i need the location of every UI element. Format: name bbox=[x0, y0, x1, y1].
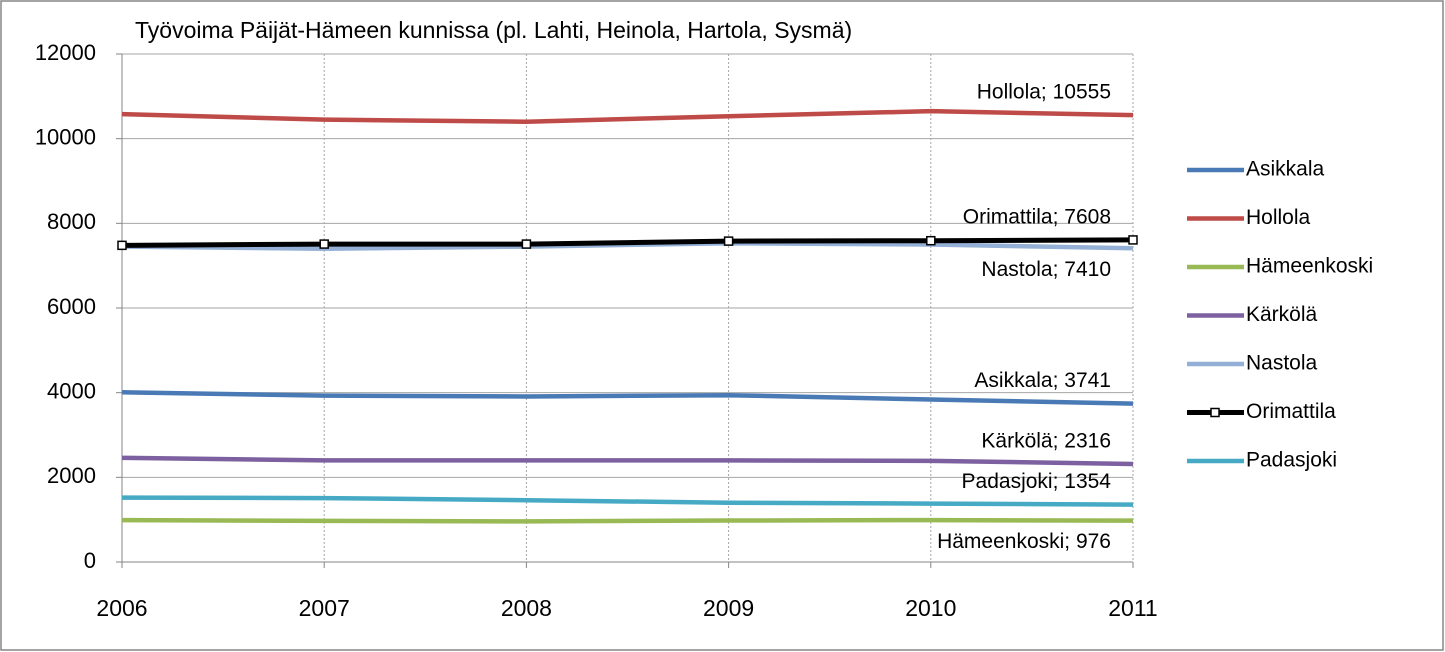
data-label: Nastola; 7410 bbox=[981, 258, 1111, 281]
series-line bbox=[121, 495, 1134, 507]
x-tick-label: 2007 bbox=[299, 595, 350, 621]
y-tick-label: 2000 bbox=[47, 463, 96, 488]
marker bbox=[1128, 235, 1138, 245]
y-tick-label: 4000 bbox=[47, 378, 96, 403]
data-label: Padasjoki; 1354 bbox=[962, 470, 1112, 493]
marker bbox=[926, 235, 936, 246]
legend-label: Hämeenkoski bbox=[1246, 255, 1373, 278]
legend-label: Kärkölä bbox=[1246, 303, 1318, 326]
y-tick-label: 10000 bbox=[35, 124, 96, 149]
marker bbox=[521, 239, 532, 249]
x-tick-label: 2006 bbox=[96, 595, 147, 621]
series-line bbox=[121, 389, 1134, 406]
y-tick-label: 8000 bbox=[47, 209, 96, 234]
y-tick-label: 0 bbox=[84, 548, 96, 573]
x-tick-label: 2010 bbox=[905, 595, 956, 621]
legend-label: Hollola bbox=[1246, 206, 1311, 229]
data-label: Kärkölä; 2316 bbox=[981, 430, 1111, 453]
series-line bbox=[121, 108, 1134, 124]
y-tick-label: 6000 bbox=[47, 294, 96, 319]
legend-label: Orimattila bbox=[1246, 400, 1336, 423]
y-tick-label: 12000 bbox=[35, 40, 96, 65]
marker bbox=[319, 239, 329, 249]
x-tick-label: 2008 bbox=[501, 595, 552, 621]
x-tick-label: 2011 bbox=[1108, 595, 1157, 621]
data-label: Orimattila; 7608 bbox=[963, 205, 1111, 228]
legend-label: Padasjoki bbox=[1246, 449, 1337, 472]
chart-title: Työvoima Päijät-Hämeen kunnissa (pl. Lah… bbox=[135, 17, 852, 43]
legend-label: Nastola bbox=[1246, 352, 1318, 375]
series-line bbox=[121, 237, 1134, 248]
data-label: Hollola; 10555 bbox=[977, 81, 1111, 104]
data-label: Hämeenkoski; 976 bbox=[937, 530, 1111, 553]
legend-label: Asikkala bbox=[1246, 158, 1325, 181]
marker bbox=[723, 236, 734, 246]
marker bbox=[117, 240, 127, 251]
legend-marker bbox=[1210, 407, 1220, 418]
series-line bbox=[121, 517, 1134, 524]
series-line bbox=[121, 455, 1134, 467]
data-label: Asikkala; 3741 bbox=[974, 369, 1111, 392]
x-tick-label: 2009 bbox=[703, 595, 754, 621]
